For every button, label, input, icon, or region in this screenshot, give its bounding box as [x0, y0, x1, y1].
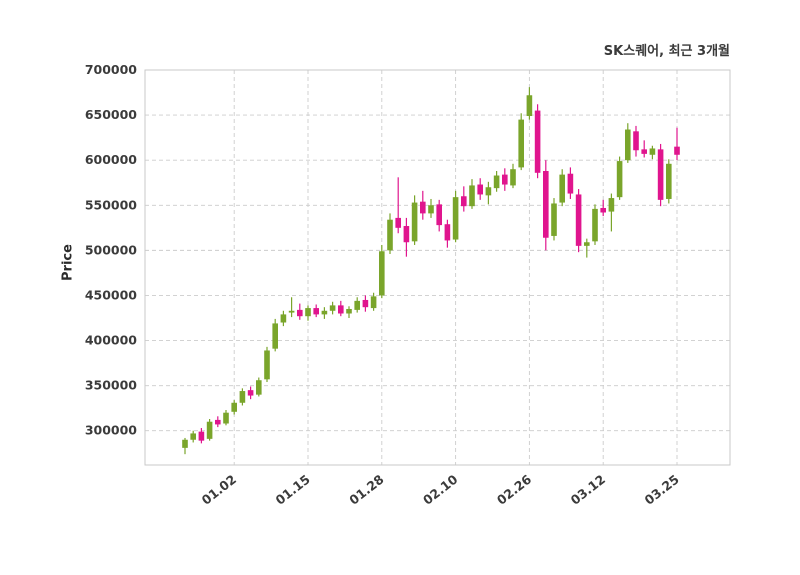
candle-body-up — [592, 208, 598, 242]
candle-body-up — [559, 174, 565, 203]
candle-body-up — [305, 308, 311, 317]
y-tick-label: 400000 — [85, 333, 137, 348]
candle-body-up — [469, 185, 475, 207]
candle-body-up — [551, 203, 557, 236]
candle-body-down — [420, 201, 426, 214]
chart-title: SK스퀘어, 최근 3개월 — [603, 44, 730, 59]
candle-body-up — [239, 391, 246, 403]
candle-body-up — [280, 314, 287, 323]
candle-body-up — [329, 305, 336, 311]
candle-body-up — [649, 148, 656, 155]
candle-body-down — [362, 299, 369, 308]
candle-body-up — [346, 308, 352, 314]
candle-body-up — [206, 421, 213, 439]
y-tick-label: 550000 — [85, 197, 137, 212]
candle-body-up — [190, 433, 196, 440]
x-tick-label: 01.02 — [199, 472, 239, 508]
candle-body-down — [633, 131, 639, 151]
candle-body-up — [379, 251, 385, 296]
candle-body-down — [641, 149, 647, 154]
y-tick-label: 450000 — [85, 287, 137, 302]
candle-body-down — [215, 419, 221, 425]
candle-body-down — [461, 196, 467, 207]
candle-body-down — [674, 146, 680, 155]
y-tick-label: 700000 — [85, 62, 137, 77]
candle-body-down — [403, 226, 410, 243]
candle-body-down — [395, 217, 401, 228]
candle-body-up — [493, 175, 500, 189]
candle-body-down — [444, 224, 451, 241]
plot-border — [144, 69, 731, 466]
candle-body-up — [288, 310, 295, 313]
candle-body-down — [297, 309, 303, 317]
candle-body-down — [502, 174, 508, 185]
candle-body-up — [182, 439, 188, 448]
y-axis-label: Price — [60, 244, 76, 281]
candle-body-up — [485, 187, 492, 196]
candle-body-down — [534, 110, 541, 173]
candle-body-up — [666, 163, 672, 199]
candle-body-up — [272, 323, 278, 349]
x-tick-label: 03.25 — [641, 472, 681, 508]
y-tick-label: 300000 — [85, 423, 137, 438]
candle-body-up — [321, 310, 328, 315]
candle-body-up — [625, 129, 631, 161]
y-tick-label: 650000 — [85, 107, 137, 122]
candle-body-up — [354, 300, 360, 310]
x-tick-label: 01.15 — [272, 472, 312, 508]
y-tick-label: 600000 — [85, 152, 137, 167]
candle-body-down — [477, 184, 483, 195]
candle-body-up — [510, 169, 516, 186]
candle-body-up — [518, 119, 524, 168]
candle-body-up — [616, 161, 623, 198]
candle-body-up — [370, 296, 377, 309]
y-tick-label: 350000 — [85, 378, 137, 393]
candle-body-up — [231, 402, 237, 412]
candle-body-up — [223, 412, 229, 424]
candle-body-down — [600, 207, 606, 213]
candle-body-down — [567, 173, 574, 194]
candle-body-down — [657, 149, 664, 200]
candle-body-up — [256, 380, 262, 395]
candle-body-up — [387, 219, 393, 251]
candle-body-down — [198, 431, 205, 441]
candle-body-down — [543, 171, 549, 238]
candle-body-down — [338, 305, 344, 314]
candle-body-down — [313, 308, 319, 315]
candle-body-down — [247, 390, 254, 396]
candle-body-up — [526, 95, 533, 116]
x-tick-label: 03.12 — [568, 472, 608, 508]
candle-body-down — [575, 194, 582, 246]
y-tick-label: 500000 — [85, 242, 137, 257]
x-tick-label: 02.26 — [494, 471, 535, 507]
candle-body-up — [452, 197, 459, 240]
candle-body-up — [411, 202, 418, 242]
x-tick-label: 01.28 — [346, 472, 386, 508]
candle-body-up — [264, 350, 270, 380]
candle-body-up — [428, 205, 434, 214]
candle-body-up — [608, 198, 615, 212]
x-tick-label: 02.10 — [420, 471, 461, 507]
candle-body-down — [436, 204, 442, 226]
candle-body-up — [584, 242, 590, 246]
